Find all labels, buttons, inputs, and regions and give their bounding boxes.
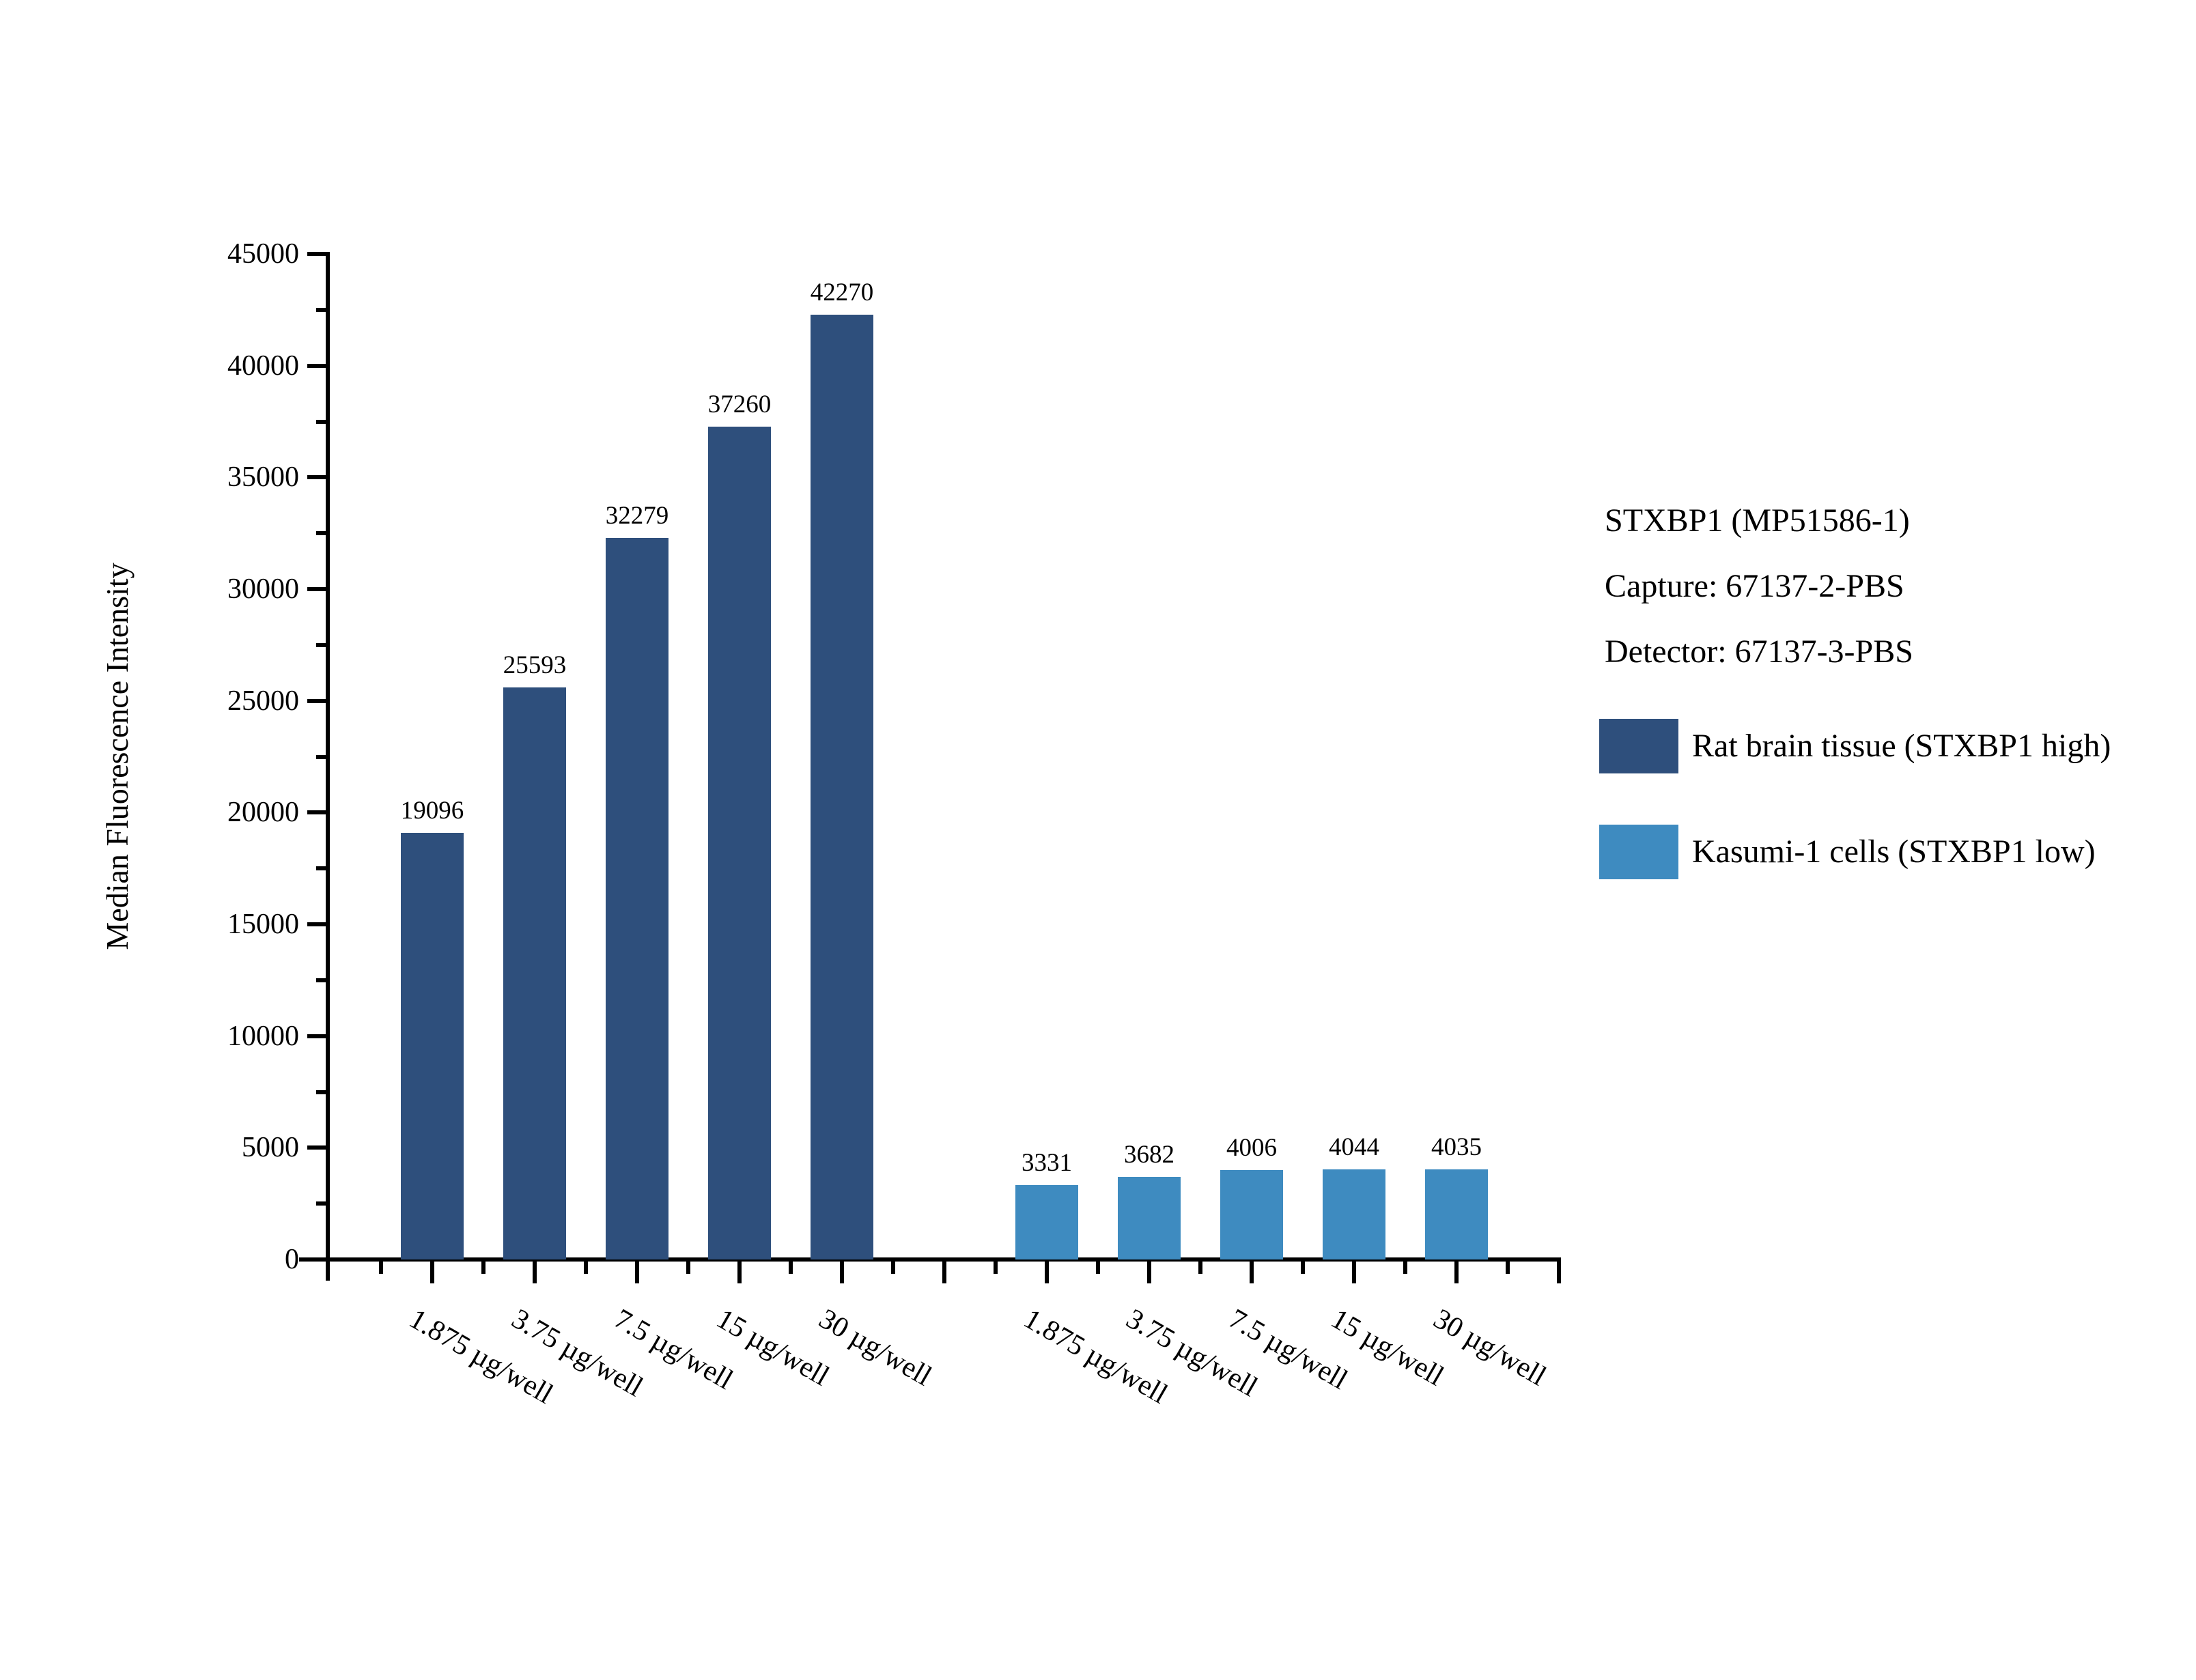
y-axis-major-tick	[307, 1034, 328, 1038]
y-axis-minor-tick	[316, 419, 328, 424]
y-tick-label: 40000	[227, 350, 299, 382]
y-tick-label: 45000	[227, 238, 299, 270]
x-axis-major-tick	[942, 1259, 946, 1283]
y-axis-minor-tick	[316, 642, 328, 647]
y-axis-major-tick	[307, 475, 328, 480]
y-axis-minor-tick	[316, 307, 328, 312]
x-axis-major-tick	[737, 1259, 742, 1283]
bar-value-label: 42270	[810, 279, 874, 307]
x-axis-major-tick	[430, 1259, 434, 1283]
x-axis-minor-tick	[1096, 1259, 1100, 1274]
x-tick-label: 30 µg/well	[813, 1302, 937, 1393]
bar	[1323, 1169, 1385, 1259]
bar	[1118, 1177, 1181, 1259]
bar-value-label: 32279	[605, 502, 669, 530]
bar	[606, 538, 668, 1259]
x-axis-minor-tick	[1506, 1259, 1510, 1274]
y-axis-minor-tick	[316, 978, 328, 982]
bar-value-label: 25593	[503, 651, 567, 680]
bar	[401, 832, 464, 1259]
bar-value-label: 19096	[400, 796, 464, 825]
annotation-block: STXBP1 (MP51586-1) Capture: 67137-2-PBS …	[1605, 488, 1913, 685]
y-tick-label: 5000	[242, 1132, 299, 1164]
y-axis-major-tick	[307, 252, 328, 256]
x-axis-major-tick	[1352, 1259, 1356, 1283]
x-axis-minor-tick	[584, 1259, 588, 1274]
bar-value-label: 4044	[1329, 1133, 1379, 1161]
bar	[708, 427, 771, 1259]
legend-swatch-kasumi	[1599, 825, 1678, 879]
x-axis-minor-tick	[1198, 1259, 1202, 1274]
bar-value-label: 37260	[707, 390, 772, 419]
y-axis-minor-tick	[316, 1201, 328, 1206]
x-axis-end-tick	[1557, 1259, 1561, 1283]
bar-value-label: 3682	[1124, 1141, 1174, 1169]
x-axis-major-tick	[1250, 1259, 1254, 1283]
bar	[1015, 1184, 1078, 1259]
annotation-line-1: STXBP1 (MP51586-1)	[1605, 502, 1910, 539]
y-tick-label: 30000	[227, 573, 299, 605]
x-axis-minor-tick	[1301, 1259, 1305, 1274]
y-axis-major-tick	[307, 587, 328, 591]
x-axis-minor-tick	[891, 1259, 895, 1274]
bar	[1220, 1169, 1283, 1259]
x-axis-major-tick	[1147, 1259, 1151, 1283]
x-axis-minor-tick	[994, 1259, 998, 1274]
x-axis-line	[299, 1257, 1561, 1262]
y-tick-label: 0	[285, 1244, 299, 1275]
bar-value-label: 4035	[1431, 1133, 1482, 1161]
y-axis-major-tick	[307, 1145, 328, 1150]
bar-value-label: 4006	[1226, 1133, 1277, 1162]
bar	[1425, 1169, 1488, 1259]
legend-label-kasumi: Kasumi-1 cells (STXBP1 low)	[1692, 834, 2096, 870]
legend-swatch-rat-brain	[1599, 719, 1678, 773]
bar	[503, 687, 566, 1259]
bar	[811, 315, 873, 1259]
x-axis-minor-tick	[379, 1259, 383, 1274]
x-axis-major-tick	[533, 1259, 537, 1283]
y-axis-minor-tick	[316, 866, 328, 871]
y-axis-major-tick	[307, 363, 328, 368]
x-axis-minor-tick	[789, 1259, 793, 1274]
y-tick-label: 10000	[227, 1020, 299, 1052]
y-tick-label: 20000	[227, 797, 299, 829]
y-axis-minor-tick	[316, 531, 328, 536]
x-axis-major-tick	[635, 1259, 639, 1283]
y-axis-major-tick	[307, 922, 328, 926]
y-axis-major-tick	[307, 810, 328, 815]
legend-label-rat-brain: Rat brain tissue (STXBP1 high)	[1692, 728, 2111, 764]
y-axis-title: Median Fluorescence Intensity	[100, 563, 135, 950]
x-tick-label: 30 µg/well	[1428, 1302, 1551, 1393]
y-tick-label: 15000	[227, 909, 299, 940]
annotation-line-3: Detector: 67137-3-PBS	[1605, 633, 1913, 670]
annotation-line-2: Capture: 67137-2-PBS	[1605, 568, 1904, 604]
y-axis-major-tick	[307, 1257, 328, 1262]
x-axis-major-tick	[1454, 1259, 1459, 1283]
y-axis-minor-tick	[316, 1090, 328, 1094]
x-axis-minor-tick	[481, 1259, 485, 1274]
x-axis-major-tick	[1045, 1259, 1049, 1283]
y-tick-label: 25000	[227, 685, 299, 717]
x-axis-major-tick	[840, 1259, 844, 1283]
y-axis-minor-tick	[316, 754, 328, 759]
x-axis-minor-tick	[686, 1259, 690, 1274]
y-tick-label: 35000	[227, 461, 299, 494]
bar-value-label: 3331	[1022, 1148, 1072, 1177]
y-axis-major-tick	[307, 698, 328, 703]
y-axis-line	[326, 252, 330, 1281]
x-axis-minor-tick	[1403, 1259, 1407, 1274]
